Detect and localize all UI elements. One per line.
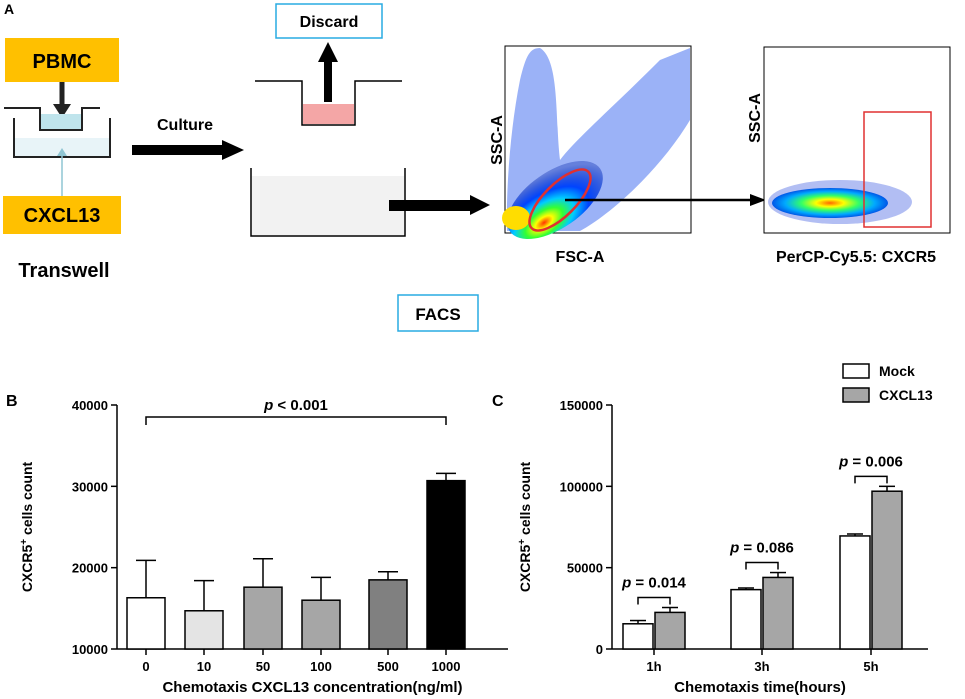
panel-a: A PBMC CXCL13 Transwell Culture Discard <box>3 1 951 332</box>
panel-b-y-tick-label: 10000 <box>72 642 108 657</box>
discard-label: Discard <box>300 14 359 31</box>
transwell-diagram <box>4 107 111 158</box>
panel-c-p-value: p = 0.086 <box>729 540 794 557</box>
panel-c-significance-bracket <box>745 561 779 570</box>
panel-a-label: A <box>4 1 14 17</box>
panel-c-legend-swatch <box>842 363 870 379</box>
panel-c-legend-swatch <box>842 387 870 403</box>
transwell-label: Transwell <box>18 260 109 282</box>
flow-plot-2-x-label: PerCP-Cy5.5: CXCR5 <box>776 249 936 266</box>
flow-plot-2-y-label: SSC-A <box>747 93 764 143</box>
facs-arrow-head <box>470 195 490 215</box>
pbmc-arrow-head <box>53 104 71 118</box>
panel-b-y-tick-label: 30000 <box>72 479 108 494</box>
panel-b-x-tick-label: 100 <box>310 659 332 674</box>
flow-plot-1-hotspot <box>502 206 530 230</box>
insert-diagram <box>255 80 402 126</box>
culture-arrow-head <box>222 140 244 160</box>
panel-c-bar-cxcl13 <box>762 576 794 650</box>
panel-b-y-label: CXCR5+ cells count <box>19 462 36 593</box>
panel-b-bar <box>426 479 466 650</box>
panel-c-label: C <box>492 393 504 410</box>
culture-arrow-shaft <box>132 145 224 155</box>
panel-b-significance-bracket <box>145 416 447 425</box>
flow-gate-ellipse <box>528 168 592 232</box>
panel-b-x-tick-label: 10 <box>197 659 211 674</box>
panel-c-y-label: CXCR5+ cells count <box>517 462 534 593</box>
panel-c-bar-mock <box>622 623 654 650</box>
cxcl13-arrow-head <box>57 148 67 156</box>
pbmc-box <box>5 38 119 82</box>
panel-c-bar-mock <box>730 588 762 650</box>
flow-gate-rect <box>863 111 932 228</box>
panel-c-legend-label: Mock <box>879 363 915 379</box>
panel-c-x-tick-label: 3h <box>754 659 769 674</box>
flow-plot-1-x-label: FSC-A <box>556 249 605 266</box>
panel-c-significance-bracket <box>854 475 888 484</box>
panel-c-bar-cxcl13 <box>871 490 903 650</box>
culture-label: Culture <box>157 117 213 134</box>
panel-c-legend-label: CXCL13 <box>879 387 933 403</box>
panel-c-significance-bracket <box>637 596 671 605</box>
panel-c-bar-cxcl13 <box>654 611 686 650</box>
well-diagram <box>250 168 406 237</box>
panel-b-x-tick-label: 1000 <box>432 659 461 674</box>
panel-b-label: B <box>6 393 18 410</box>
panel-b-y-tick-label: 20000 <box>72 561 108 576</box>
gate-arrow-head <box>750 194 766 206</box>
panel-c-chart: C 0 50000 100000 150000 1h p = 0.014 3h p = 0.0… <box>492 363 933 696</box>
flow-plot-cxcr5: SSC-A PerCP-Cy5.5: CXCR5 <box>747 46 951 266</box>
panel-b-x-tick-label: 50 <box>256 659 270 674</box>
panel-c-y-tick-label: 100000 <box>560 479 603 494</box>
panel-b-x-tick-label: 500 <box>377 659 399 674</box>
panel-b-bar <box>126 597 166 650</box>
panel-b-chart: B 10000 20000 30000 40000 0 10 50 100 500 1000 Che… <box>6 393 508 696</box>
panel-c-y-tick-label: 0 <box>596 642 603 657</box>
panel-b-bar <box>184 610 224 650</box>
discard-box <box>275 3 383 39</box>
panel-b-y-tick-label: 40000 <box>72 398 108 413</box>
panel-b-p-value: p < 0.001 <box>263 397 328 414</box>
pbmc-label: PBMC <box>33 51 92 73</box>
facs-arrow-shaft <box>389 200 473 211</box>
panel-b-x-tick-label: 0 <box>142 659 149 674</box>
panel-c-x-tick-label: 5h <box>863 659 878 674</box>
flow-plot-1-core <box>507 160 603 240</box>
discard-arrow-head <box>318 42 338 62</box>
panel-b-bar <box>368 579 408 650</box>
flow-plot-fsc-ssc: SSC-A FSC-A <box>489 45 692 266</box>
panel-c-bar-mock <box>839 535 871 650</box>
panel-c-x-label: Chemotaxis time(hours) <box>674 679 846 696</box>
discard-arrow-shaft <box>324 58 332 102</box>
panel-b-bar <box>301 599 341 650</box>
panel-c-p-value: p = 0.014 <box>621 575 686 592</box>
panel-c-x-tick-label: 1h <box>646 659 661 674</box>
facs-label: FACS <box>415 305 460 324</box>
panel-b-bar <box>243 586 283 650</box>
cxcl13-box <box>3 196 121 234</box>
panel-c-y-tick-label: 50000 <box>567 561 603 576</box>
facs-box <box>397 294 479 332</box>
flow-plot-1-y-label: SSC-A <box>489 115 506 165</box>
panel-c-y-tick-label: 150000 <box>560 398 603 413</box>
flow-plot-2-core <box>772 188 888 218</box>
panel-b-x-label: Chemotaxis CXCL13 concentration(ng/ml) <box>162 679 462 696</box>
panel-c-p-value: p = 0.006 <box>838 453 903 470</box>
cxcl13-label: CXCL13 <box>24 205 101 227</box>
